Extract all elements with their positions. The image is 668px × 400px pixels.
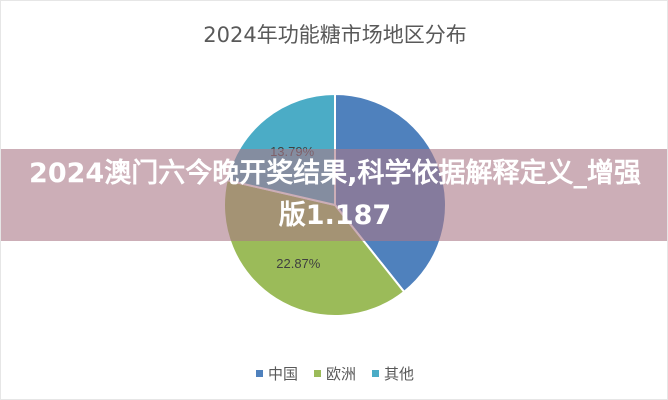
- legend-item: 其他: [372, 363, 414, 384]
- legend-item: 欧洲: [313, 363, 356, 384]
- legend-label: 欧洲: [325, 365, 356, 383]
- overlay-banner: 2024澳门六今晚开奖结果,科学依据解释定义_增强版1.187: [1, 149, 667, 241]
- data-label-1: 22.87%: [276, 256, 321, 271]
- legend-label: 中国: [267, 365, 298, 383]
- legend-swatch: [313, 370, 321, 377]
- banner-text: 2024澳门六今晚开奖结果,科学依据解释定义_增强版1.187: [29, 158, 641, 231]
- legend-swatch: [372, 370, 379, 377]
- legend-label: 其他: [384, 365, 415, 383]
- legend: 中国 欧洲 其他: [1, 363, 667, 384]
- chart-title: 2024年功能糖市场地区分布: [203, 23, 467, 47]
- legend-swatch: [255, 370, 263, 377]
- legend-item: 中国: [255, 363, 298, 384]
